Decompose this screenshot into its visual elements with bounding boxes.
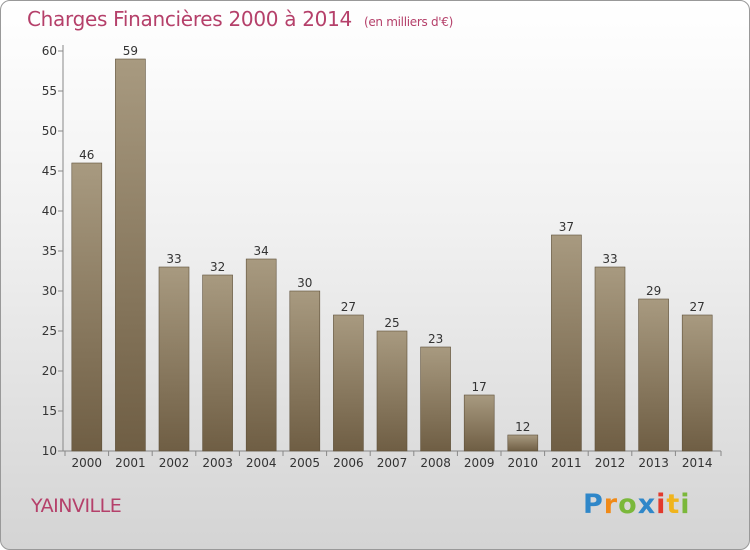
bar-value-label: 30: [297, 276, 312, 290]
chart-title-text: Charges Financières 2000 à 2014: [27, 7, 352, 31]
bar-2004[interactable]: [245, 258, 277, 452]
bar-value-label: 25: [384, 316, 399, 330]
y-tick-label: 10: [42, 444, 57, 458]
bar-2010[interactable]: [507, 434, 539, 452]
chart-title: Charges Financières 2000 à 2014 (en milli…: [27, 7, 453, 31]
y-tick-label: 50: [42, 124, 57, 138]
y-tick-label: 55: [42, 84, 57, 98]
y-tick-label: 45: [42, 164, 57, 178]
y-tick-label: 60: [42, 44, 57, 58]
chart-axes: 10 15 20 25 30 35 40 45 50 55 60: [42, 44, 722, 458]
bar-value-label: 12: [515, 420, 530, 434]
bar-value-label: 27: [341, 300, 356, 314]
x-tick-label: 2009: [464, 456, 495, 470]
x-tick-label: 2000: [72, 456, 103, 470]
bar-2013[interactable]: [638, 298, 669, 452]
bar-value-label: 33: [602, 252, 617, 266]
x-tick-label: 2004: [246, 456, 277, 470]
bar-value-label: 33: [166, 252, 181, 266]
bar-2002[interactable]: [158, 266, 190, 452]
x-tick-label: 2006: [333, 456, 364, 470]
y-tick-label: 40: [42, 204, 57, 218]
commune-name: YAINVILLE: [31, 495, 122, 517]
x-tick-label: 2007: [377, 456, 408, 470]
bar-value-label: 27: [690, 300, 705, 314]
chart-subtitle: (en milliers d'€): [363, 15, 453, 29]
y-tick-label: 15: [42, 404, 57, 418]
bar-value-label: 59: [123, 44, 138, 58]
bar-2012[interactable]: [594, 266, 626, 452]
bar-value-label: 32: [210, 260, 225, 274]
brand-logo[interactable]: Proxiti: [583, 489, 691, 520]
x-tick-label: 2010: [508, 456, 539, 470]
bar-value-label: 34: [254, 244, 269, 258]
bar-value-label: 37: [559, 220, 574, 234]
x-tick-label: 2001: [115, 456, 146, 470]
bar-2005[interactable]: [289, 290, 321, 452]
bar-2006[interactable]: [333, 314, 364, 452]
y-tick-label: 35: [42, 244, 57, 258]
bar-2000[interactable]: [71, 162, 103, 452]
bar-value-label: 17: [472, 380, 487, 394]
y-tick-label: 30: [42, 284, 57, 298]
x-tick-label: 2002: [159, 456, 190, 470]
chart-labels: 2000 46 2001 59 2002 33 2003 32 2004 34 2005 30 2006…: [72, 44, 713, 470]
y-tick-label: 20: [42, 364, 57, 378]
x-tick-label: 2005: [290, 456, 321, 470]
y-tick-label: 25: [42, 324, 57, 338]
chart-bars: [71, 58, 713, 452]
x-tick-label: 2013: [638, 456, 669, 470]
bar-2009[interactable]: [463, 394, 495, 452]
bar-value-label: 23: [428, 332, 443, 346]
x-tick-label: 2012: [595, 456, 626, 470]
bar-2008[interactable]: [420, 346, 451, 452]
bar-2003[interactable]: [202, 274, 233, 452]
bar-2014[interactable]: [681, 314, 713, 452]
bar-2001[interactable]: [115, 58, 146, 452]
x-tick-label: 2008: [420, 456, 451, 470]
x-tick-label: 2011: [551, 456, 582, 470]
bar-2011[interactable]: [551, 234, 582, 452]
x-tick-label: 2003: [202, 456, 233, 470]
bar-value-label: 29: [646, 284, 661, 298]
bar-value-label: 46: [79, 148, 94, 162]
x-tick-label: 2014: [682, 456, 713, 470]
bar-2007[interactable]: [376, 330, 408, 452]
